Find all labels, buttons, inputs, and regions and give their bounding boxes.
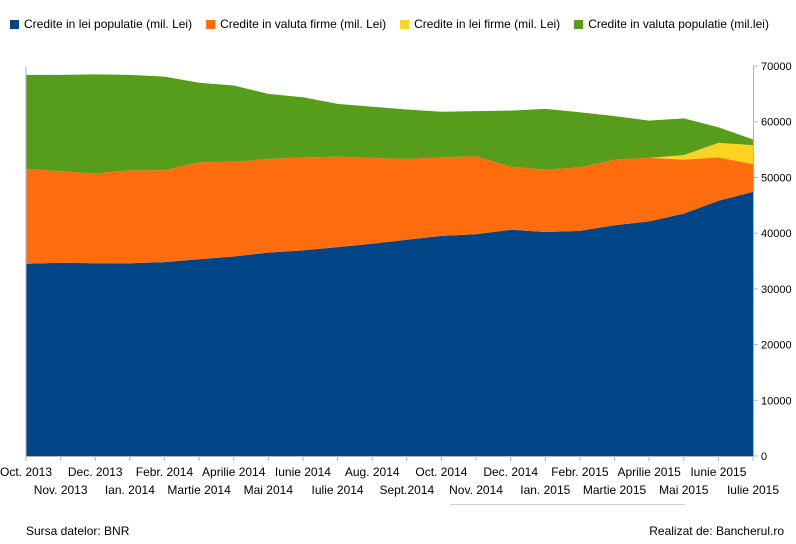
- y-tick-label: 50000: [761, 172, 792, 184]
- x-tick-label: Oct. 2013: [0, 465, 52, 479]
- footer-source: Sursa datelor: BNR: [26, 524, 130, 538]
- x-tick-label: Iunie 2015: [690, 465, 746, 479]
- x-tick-label: Nov. 2013: [34, 483, 88, 497]
- y-tick-label: 40000: [761, 228, 792, 240]
- legend-swatch: [10, 19, 19, 29]
- y-tick-label: 10000: [761, 395, 792, 407]
- x-tick-label: Iunie 2014: [275, 465, 331, 479]
- x-tick-label: Martie 2015: [583, 483, 647, 497]
- x-tick-label: Mai 2014: [244, 483, 294, 497]
- legend-label: Credite in valuta populatie (mil.lei): [588, 17, 769, 31]
- legend-item: Credite in lei firme (mil. Lei): [400, 17, 560, 31]
- footer-credit: Realizat de: Bancherul.ro: [649, 524, 784, 538]
- x-tick-label: Ian. 2015: [520, 483, 570, 497]
- y-tick-label: 60000: [761, 117, 792, 129]
- area-series-1: [26, 191, 753, 456]
- chart-legend: Credite in lei populatie (mil. Lei) Credi…: [10, 14, 783, 34]
- x-tick-label: Dec. 2014: [483, 465, 538, 479]
- x-tick-label: Oct. 2014: [415, 465, 467, 479]
- x-tick-label: Aprilie 2015: [617, 465, 681, 479]
- legend-swatch: [574, 19, 584, 29]
- y-tick-label: 0: [761, 451, 767, 463]
- legend-item: Credite in valuta firme (mil. Lei): [206, 17, 386, 31]
- x-tick-label: Febr. 2014: [136, 465, 194, 479]
- x-tick-label: Aug. 2014: [345, 465, 400, 479]
- area-series-2: [26, 156, 753, 264]
- y-tick-label: 20000: [761, 340, 792, 352]
- x-tick-label: Aprilie 2014: [202, 465, 266, 479]
- legend-label: Credite in lei populatie (mil. Lei): [24, 17, 193, 31]
- x-tick-label: Nov. 2014: [449, 483, 503, 497]
- x-tick-label: Febr. 2015: [551, 465, 609, 479]
- legend-swatch: [400, 19, 410, 29]
- x-tick-label: Mai 2015: [659, 483, 709, 497]
- legend-item: Credite in lei populatie (mil. Lei): [10, 17, 192, 31]
- legend-swatch: [206, 19, 216, 29]
- x-tick-label: Sept.2014: [379, 483, 434, 497]
- x-tick-label: Iulie 2015: [727, 483, 779, 497]
- x-tick-label: Iulie 2014: [312, 483, 364, 497]
- y-tick-label: 70000: [761, 61, 792, 73]
- x-tick-label: Dec. 2013: [68, 465, 123, 479]
- legend-label: Credite in valuta firme (mil. Lei): [220, 17, 387, 31]
- x-tick-label: Ian. 2014: [105, 483, 155, 497]
- legend-label: Credite in lei firme (mil. Lei): [414, 17, 561, 31]
- x-tick-label: Martie 2014: [167, 483, 231, 497]
- area-series-4: [26, 74, 753, 174]
- legend-item: Credite in valuta populatie (mil.lei): [574, 17, 769, 31]
- y-tick-label: 30000: [761, 284, 792, 296]
